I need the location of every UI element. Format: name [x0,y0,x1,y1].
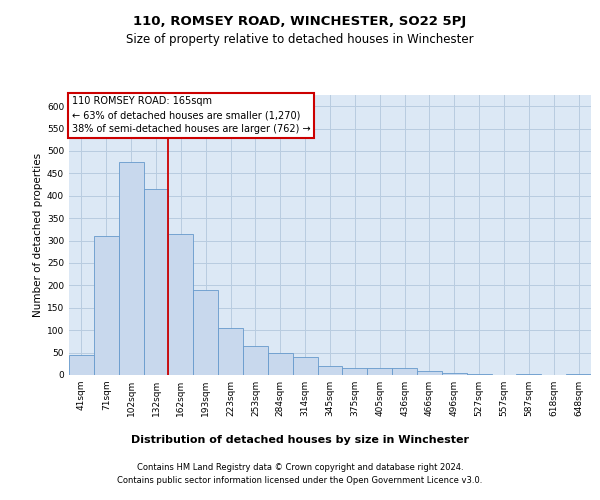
Text: 110, ROMSEY ROAD, WINCHESTER, SO22 5PJ: 110, ROMSEY ROAD, WINCHESTER, SO22 5PJ [133,15,467,28]
Bar [218,328,243,375]
Text: Contains public sector information licensed under the Open Government Licence v3: Contains public sector information licen… [118,476,482,485]
Bar [94,236,119,375]
Bar [119,162,143,375]
Bar [317,366,343,375]
Bar [517,374,541,375]
Y-axis label: Number of detached properties: Number of detached properties [33,153,43,317]
Bar [293,357,317,375]
Bar [268,352,293,375]
Bar [143,189,169,375]
Bar [343,368,367,375]
Bar [417,370,442,375]
Text: Size of property relative to detached houses in Winchester: Size of property relative to detached ho… [126,32,474,46]
Bar [442,373,467,375]
Bar [566,374,591,375]
Text: Contains HM Land Registry data © Crown copyright and database right 2024.: Contains HM Land Registry data © Crown c… [137,464,463,472]
Bar [243,346,268,375]
Bar [467,374,491,375]
Bar [367,368,392,375]
Bar [169,234,193,375]
Bar [69,355,94,375]
Bar [392,368,417,375]
Text: 110 ROMSEY ROAD: 165sqm
← 63% of detached houses are smaller (1,270)
38% of semi: 110 ROMSEY ROAD: 165sqm ← 63% of detache… [71,96,310,134]
Bar [193,290,218,375]
Text: Distribution of detached houses by size in Winchester: Distribution of detached houses by size … [131,435,469,445]
